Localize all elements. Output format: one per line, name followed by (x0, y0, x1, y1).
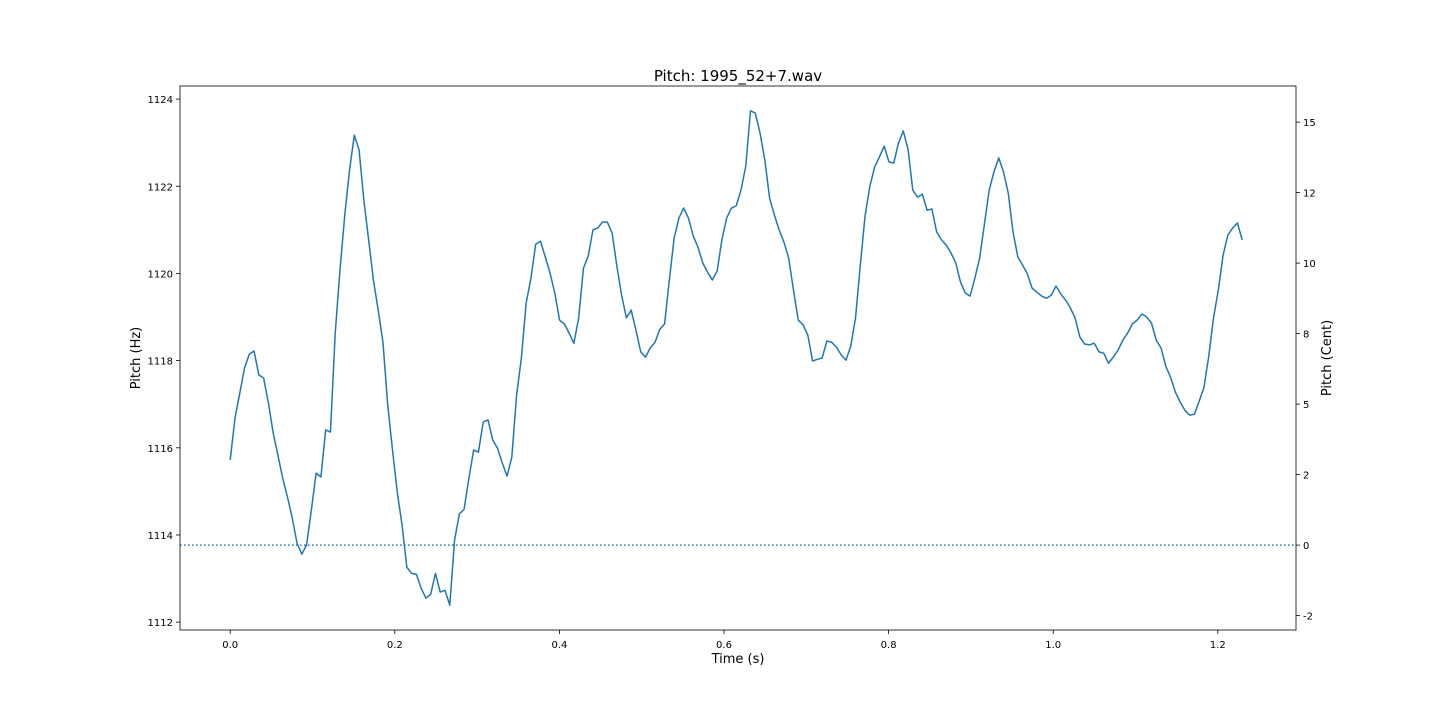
y2-tick-label: -2 (1303, 612, 1313, 623)
y2-tick-label: 5 (1303, 400, 1309, 411)
y2-tick-label: 12 (1303, 189, 1316, 200)
axes-frame (179, 85, 1297, 631)
y2-axis-label: Pitch (Cent) (1320, 320, 1335, 396)
y-axis-label: Pitch (Hz) (129, 327, 144, 390)
y-tick-label: 1116 (148, 444, 173, 455)
pitch-line (229, 110, 1243, 606)
chart-title: Pitch: 1995_52+7.wav (654, 67, 822, 86)
y2-tick-label: 15 (1303, 118, 1316, 129)
x-tick-label: 1.0 (1045, 640, 1061, 651)
x-tick-label: 0.8 (881, 640, 897, 651)
y-tick-label: 1124 (148, 95, 173, 106)
y-tick-label: 1122 (148, 182, 173, 193)
x-tick-label: 0.0 (222, 640, 238, 651)
y-tick-label: 1120 (148, 269, 173, 280)
y-tick-label: 1112 (148, 618, 173, 629)
x-tick-label: 1.2 (1210, 640, 1226, 651)
y2-tick-label: 0 (1303, 541, 1309, 552)
x-tick-label: 0.4 (551, 640, 567, 651)
y2-tick-label: 10 (1303, 259, 1316, 270)
x-tick-label: 0.6 (716, 640, 732, 651)
y-tick-label: 1114 (148, 531, 173, 542)
x-tick-label: 0.2 (387, 640, 403, 651)
y2-tick-label: 8 (1303, 330, 1309, 341)
y-tick-label: 1118 (148, 357, 173, 368)
x-axis-label: Time (s) (711, 652, 765, 667)
y2-tick-label: 2 (1303, 471, 1309, 482)
